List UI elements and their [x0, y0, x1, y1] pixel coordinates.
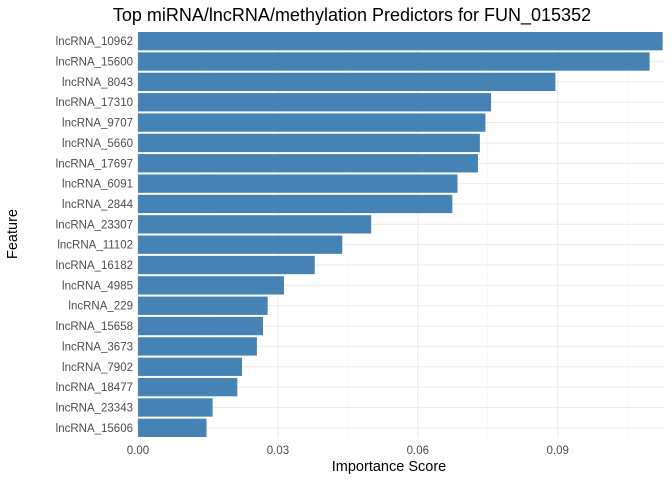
y-tick-labels: lncRNA_10962 lncRNA_15600 lncRNA_8043 lncRN… [56, 36, 134, 435]
bar-lncRNA_11102 [138, 235, 343, 254]
bar-lncRNA_10962 [138, 32, 663, 51]
y-tick-label: lncRNA_5660 [62, 138, 133, 150]
bar-lncRNA_2844 [138, 194, 453, 214]
y-tick-label: lncRNA_9707 [62, 118, 133, 130]
bar-lncRNA_6091 [138, 174, 458, 193]
y-tick-label: lncRNA_23307 [56, 219, 133, 231]
y-tick-label: lncRNA_18477 [56, 382, 133, 394]
x-tick-label: 0.09 [547, 445, 569, 457]
bar-lncRNA_23307 [138, 215, 372, 234]
y-tick-label: lncRNA_17697 [56, 158, 133, 170]
bar-lncRNA_229 [138, 296, 268, 315]
y-tick-label: lncRNA_15600 [56, 57, 133, 69]
bar-lncRNA_16182 [138, 255, 315, 275]
bar-lncRNA_17310 [138, 93, 492, 112]
bar-lncRNA_23343 [138, 398, 213, 417]
y-tick-label: lncRNA_15606 [56, 423, 133, 435]
y-tick-label: lncRNA_10962 [56, 36, 133, 48]
grid [137, 31, 665, 438]
bar-lncRNA_15658 [138, 316, 263, 336]
y-tick-label: lncRNA_15658 [56, 321, 133, 333]
y-tick-label: lncRNA_4985 [62, 280, 133, 292]
x-axis-title: Importance Score [332, 459, 446, 475]
bar-lncRNA_9707 [138, 113, 486, 132]
x-tick-label: 0.03 [267, 445, 289, 457]
chart-title: Top miRNA/lncRNA/methylation Predictors … [113, 5, 591, 26]
y-tick-label: lncRNA_17310 [56, 97, 133, 109]
y-axis-title: Feature [5, 209, 21, 259]
bar-lncRNA_4985 [138, 276, 284, 295]
bars [138, 32, 663, 437]
y-tick-label: lncRNA_11102 [57, 240, 133, 252]
y-tick-label: lncRNA_229 [68, 301, 133, 313]
x-tick-label: 0.06 [407, 445, 429, 457]
bar-lncRNA_7902 [138, 357, 243, 376]
y-tick-label: lncRNA_2844 [62, 199, 134, 211]
bar-lncRNA_15600 [138, 52, 650, 71]
y-tick-label: lncRNA_3673 [62, 341, 133, 353]
x-tick-label: 0.00 [127, 445, 149, 457]
bar-lncRNA_5660 [138, 133, 480, 153]
y-tick-label: lncRNA_6091 [62, 179, 133, 191]
y-tick-label: lncRNA_8043 [62, 77, 133, 89]
y-tick-label: lncRNA_23343 [56, 402, 133, 414]
bar-lncRNA_17697 [138, 154, 478, 173]
y-tick-label: lncRNA_7902 [62, 362, 133, 374]
bar-lncRNA_15606 [138, 418, 207, 437]
y-tick-label: lncRNA_16182 [56, 260, 133, 272]
bar-lncRNA_3673 [138, 337, 257, 356]
x-tick-labels: 0.00 0.03 0.06 0.09 [127, 445, 569, 457]
bar-lncRNA_8043 [138, 72, 556, 92]
bar-lncRNA_18477 [138, 377, 238, 397]
